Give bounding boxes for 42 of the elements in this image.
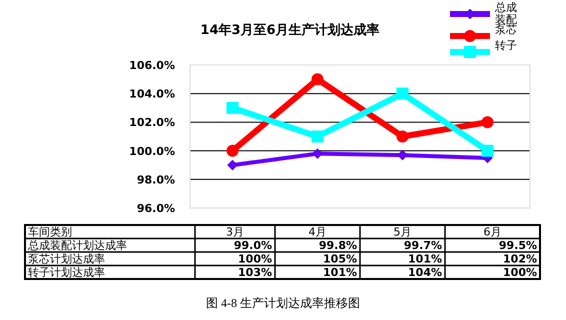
y-tick-label: 98.0% [136,173,175,186]
y-tick-label: 100.0% [129,144,175,158]
x-tick-label: 5月 [394,226,412,238]
data-label: 100% [238,252,272,266]
point [396,88,408,100]
y-tick-label: 106.0% [129,59,175,72]
point [397,150,408,160]
point [312,130,324,142]
data-label: 105% [323,252,357,266]
y-tick-label: 104.0% [129,88,175,101]
text: 转子计划达成率 [28,266,105,279]
data-label: 99.8% [318,239,357,252]
caption: 图 4-8 生产计划达成率推移图 [206,296,360,310]
chart-title: 14年3月至6月生产计划达成率 [200,22,380,38]
point [312,73,324,86]
point [482,144,494,157]
point [226,144,238,157]
x-tick-label: 3月 [226,226,244,238]
text: 泵芯计划达成率 [28,252,105,266]
x-tick-label: 4月 [308,226,326,238]
data-label: 101% [408,252,442,266]
legend-label: 泵芯 [495,23,517,36]
data-label: 104% [408,266,442,279]
point [226,102,238,114]
data-label: 103% [238,266,272,279]
legend-label: 转子 [495,39,517,52]
point [227,160,238,170]
data-label: 99.7% [404,239,442,252]
data-label: 100% [503,266,537,279]
data-label: 102% [503,252,537,266]
legend-label: 总成装配 [494,1,517,26]
y-tick-label: 102.0% [129,116,175,130]
y-tick-label: 96.0% [136,202,175,215]
data-label: 99.5% [498,239,537,252]
point [312,148,323,159]
data-label: 101% [323,266,357,279]
data-label: 99.0% [234,239,272,252]
text: 总成装配计划达成率 [27,239,127,252]
point [482,116,494,128]
point [396,130,408,142]
x-tick-label: 6月 [484,226,502,238]
text: 车间类别 [28,226,72,238]
